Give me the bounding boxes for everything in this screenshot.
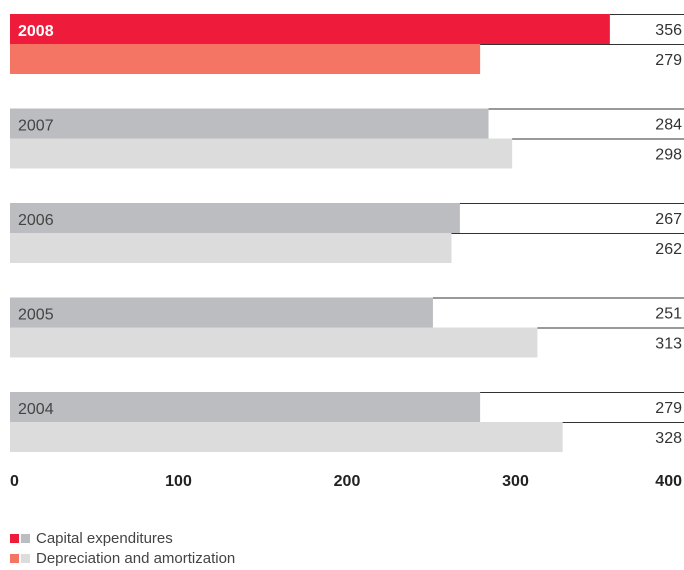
bar-2005-depreciation	[10, 327, 538, 358]
category-label-2005: 2005	[18, 307, 54, 324]
label-layer: 356 279 2008 284 298 2007 267 262 2006 251 313 2005…	[18, 22, 682, 447]
x-tick-label-0: 0	[10, 473, 19, 490]
value-label-2007-depreciation: 298	[655, 147, 682, 164]
value-label-2004-capex: 279	[655, 400, 682, 417]
bar-2006-depreciation	[10, 233, 452, 263]
category-label-2004: 2004	[18, 401, 54, 418]
bar-2006-capex	[10, 203, 460, 233]
bar-2007-depreciation	[10, 138, 513, 169]
bar-2004-capex	[10, 392, 481, 422]
x-axis: 0 100 200 300 400	[10, 473, 682, 490]
category-label-2006: 2006	[18, 212, 54, 229]
category-label-2008: 2008	[18, 23, 54, 40]
category-label-2007: 2007	[18, 118, 54, 135]
value-label-2008-depreciation: 279	[655, 52, 682, 69]
bar-2004-depreciation	[10, 422, 563, 452]
legend-item-capex: Capital expenditures	[10, 528, 235, 548]
value-label-2005-depreciation: 313	[655, 336, 682, 353]
bar-layer	[10, 14, 684, 452]
value-label-2008-capex: 356	[655, 22, 682, 39]
x-tick-label-300: 300	[502, 473, 529, 490]
bar-2005-capex	[10, 297, 433, 328]
legend-swatch-depreciation-highlight	[10, 553, 19, 563]
x-tick-label-400: 400	[655, 473, 682, 490]
bar-2008-capex	[10, 14, 610, 44]
value-label-2007-capex: 284	[655, 117, 682, 134]
value-label-2004-depreciation: 328	[655, 430, 682, 447]
value-label-2006-depreciation: 262	[655, 241, 682, 258]
x-tick-label-100: 100	[165, 473, 192, 490]
legend-item-depreciation: Depreciation and amortization	[10, 548, 235, 568]
bar-2008-depreciation	[10, 44, 481, 74]
value-label-2005-capex: 251	[655, 306, 682, 323]
legend-swatch-depreciation	[21, 553, 30, 563]
legend-swatch-capex-highlight	[10, 533, 19, 543]
legend-swatch-capex	[21, 533, 30, 543]
legend-label-capex: Capital expenditures	[36, 529, 173, 547]
bar-2007-capex	[10, 108, 489, 139]
legend-label-depreciation: Depreciation and amortization	[36, 549, 236, 567]
legend: Capital expenditures Depreciation and am…	[10, 528, 235, 568]
x-tick-label-200: 200	[334, 473, 361, 490]
value-label-2006-capex: 267	[655, 211, 682, 228]
